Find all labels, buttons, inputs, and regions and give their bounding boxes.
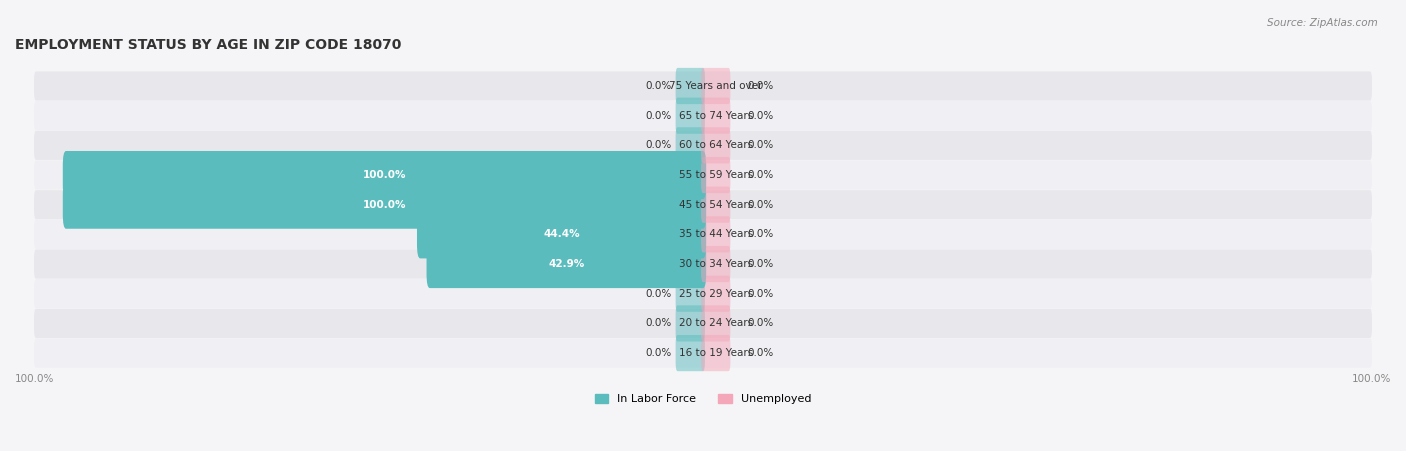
Text: 100.0%: 100.0% [363, 200, 406, 210]
FancyBboxPatch shape [702, 97, 730, 134]
FancyBboxPatch shape [34, 71, 1372, 101]
FancyBboxPatch shape [34, 220, 1372, 249]
Text: 0.0%: 0.0% [748, 110, 773, 121]
Text: 100.0%: 100.0% [1351, 374, 1391, 384]
FancyBboxPatch shape [676, 276, 704, 312]
Text: 0.0%: 0.0% [748, 170, 773, 180]
FancyBboxPatch shape [34, 309, 1372, 338]
Text: 0.0%: 0.0% [748, 259, 773, 269]
Text: 0.0%: 0.0% [748, 140, 773, 150]
Text: 0.0%: 0.0% [645, 110, 671, 121]
FancyBboxPatch shape [702, 246, 730, 282]
Text: 25 to 29 Years: 25 to 29 Years [679, 289, 752, 299]
Text: 0.0%: 0.0% [748, 200, 773, 210]
FancyBboxPatch shape [34, 101, 1372, 130]
Text: 0.0%: 0.0% [645, 318, 671, 328]
Text: EMPLOYMENT STATUS BY AGE IN ZIP CODE 18070: EMPLOYMENT STATUS BY AGE IN ZIP CODE 180… [15, 37, 401, 51]
Text: 20 to 24 Years: 20 to 24 Years [679, 318, 752, 328]
FancyBboxPatch shape [702, 157, 730, 193]
FancyBboxPatch shape [34, 131, 1372, 160]
FancyBboxPatch shape [34, 161, 1372, 189]
Text: 0.0%: 0.0% [645, 348, 671, 358]
FancyBboxPatch shape [34, 190, 1372, 219]
FancyBboxPatch shape [426, 240, 706, 288]
FancyBboxPatch shape [676, 127, 704, 163]
FancyBboxPatch shape [702, 68, 730, 104]
FancyBboxPatch shape [676, 335, 704, 371]
FancyBboxPatch shape [702, 216, 730, 253]
FancyBboxPatch shape [34, 339, 1372, 368]
FancyBboxPatch shape [676, 68, 704, 104]
Text: 60 to 64 Years: 60 to 64 Years [679, 140, 752, 150]
Text: 30 to 34 Years: 30 to 34 Years [679, 259, 752, 269]
Text: 0.0%: 0.0% [748, 289, 773, 299]
Text: 0.0%: 0.0% [645, 81, 671, 91]
Text: 55 to 59 Years: 55 to 59 Years [679, 170, 752, 180]
FancyBboxPatch shape [702, 305, 730, 341]
FancyBboxPatch shape [676, 305, 704, 341]
Text: 0.0%: 0.0% [748, 230, 773, 239]
FancyBboxPatch shape [702, 276, 730, 312]
Text: 0.0%: 0.0% [645, 289, 671, 299]
Text: 100.0%: 100.0% [15, 374, 55, 384]
Text: 0.0%: 0.0% [748, 348, 773, 358]
Text: 44.4%: 44.4% [543, 230, 579, 239]
Text: 0.0%: 0.0% [645, 140, 671, 150]
FancyBboxPatch shape [702, 335, 730, 371]
FancyBboxPatch shape [702, 127, 730, 163]
FancyBboxPatch shape [63, 151, 706, 199]
Text: 100.0%: 100.0% [363, 170, 406, 180]
Text: 42.9%: 42.9% [548, 259, 585, 269]
FancyBboxPatch shape [34, 279, 1372, 308]
Text: 35 to 44 Years: 35 to 44 Years [679, 230, 752, 239]
FancyBboxPatch shape [676, 97, 704, 134]
Text: 75 Years and over: 75 Years and over [669, 81, 762, 91]
Text: 65 to 74 Years: 65 to 74 Years [679, 110, 752, 121]
FancyBboxPatch shape [418, 210, 706, 258]
FancyBboxPatch shape [702, 187, 730, 223]
Text: Source: ZipAtlas.com: Source: ZipAtlas.com [1267, 18, 1378, 28]
Text: 0.0%: 0.0% [748, 318, 773, 328]
Legend: In Labor Force, Unemployed: In Labor Force, Unemployed [591, 389, 815, 409]
Text: 16 to 19 Years: 16 to 19 Years [679, 348, 752, 358]
Text: 0.0%: 0.0% [748, 81, 773, 91]
FancyBboxPatch shape [34, 249, 1372, 279]
FancyBboxPatch shape [63, 181, 706, 229]
Text: 45 to 54 Years: 45 to 54 Years [679, 200, 752, 210]
